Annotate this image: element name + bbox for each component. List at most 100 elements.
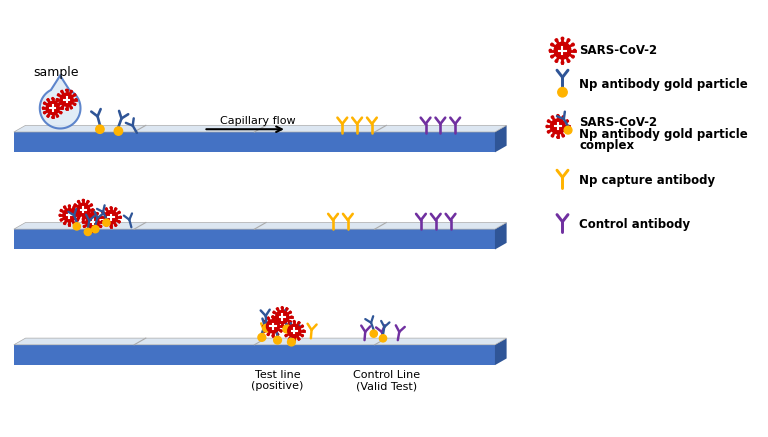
Polygon shape — [14, 229, 495, 250]
Circle shape — [74, 213, 76, 215]
Circle shape — [301, 335, 303, 336]
Circle shape — [60, 102, 62, 104]
Circle shape — [101, 221, 103, 223]
Circle shape — [68, 224, 71, 225]
Circle shape — [57, 99, 58, 101]
Circle shape — [42, 107, 45, 109]
Circle shape — [87, 229, 89, 231]
Text: Np antibody gold particle: Np antibody gold particle — [579, 128, 748, 141]
Text: sample: sample — [33, 66, 79, 80]
Circle shape — [562, 135, 564, 137]
Circle shape — [105, 224, 108, 226]
Circle shape — [568, 39, 570, 42]
Circle shape — [118, 221, 120, 223]
Circle shape — [102, 221, 104, 223]
Circle shape — [44, 112, 45, 114]
Circle shape — [276, 324, 279, 326]
Text: Capillary flow: Capillary flow — [220, 116, 296, 126]
Circle shape — [51, 97, 54, 100]
Circle shape — [84, 228, 91, 236]
Circle shape — [110, 225, 112, 228]
Circle shape — [100, 216, 101, 218]
Circle shape — [281, 307, 283, 309]
Polygon shape — [14, 222, 507, 229]
Circle shape — [82, 199, 84, 201]
Circle shape — [74, 94, 76, 96]
Polygon shape — [14, 132, 495, 153]
Circle shape — [558, 87, 568, 97]
Circle shape — [91, 212, 94, 213]
Circle shape — [74, 103, 76, 105]
Circle shape — [276, 317, 279, 319]
Circle shape — [87, 213, 89, 215]
Circle shape — [303, 330, 305, 332]
Text: SARS-CoV-2: SARS-CoV-2 — [579, 44, 657, 57]
Text: Control Line
(Valid Test): Control Line (Valid Test) — [353, 370, 420, 392]
Circle shape — [284, 330, 286, 332]
Circle shape — [551, 55, 553, 58]
Circle shape — [77, 203, 90, 216]
Circle shape — [77, 210, 78, 212]
Circle shape — [266, 320, 280, 333]
Circle shape — [267, 333, 270, 335]
Circle shape — [264, 330, 266, 332]
Circle shape — [267, 317, 270, 319]
Polygon shape — [495, 222, 507, 250]
Circle shape — [301, 325, 303, 327]
Circle shape — [566, 120, 568, 122]
Circle shape — [276, 308, 279, 310]
Circle shape — [84, 225, 85, 227]
Circle shape — [61, 90, 63, 93]
Circle shape — [571, 43, 574, 46]
Text: complex: complex — [579, 139, 634, 153]
Circle shape — [546, 125, 548, 128]
Circle shape — [551, 116, 554, 118]
Circle shape — [59, 214, 61, 216]
Text: Np antibody gold particle: Np antibody gold particle — [579, 78, 748, 91]
Circle shape — [280, 330, 282, 332]
Circle shape — [290, 316, 293, 318]
Circle shape — [91, 230, 94, 232]
Circle shape — [551, 119, 565, 134]
Circle shape — [114, 208, 117, 210]
Circle shape — [288, 324, 300, 337]
Circle shape — [87, 201, 89, 203]
Circle shape — [281, 326, 283, 327]
Circle shape — [571, 55, 574, 58]
Circle shape — [60, 210, 62, 212]
Circle shape — [258, 333, 266, 341]
Circle shape — [566, 131, 568, 133]
Circle shape — [573, 49, 576, 52]
Circle shape — [293, 339, 295, 341]
Circle shape — [263, 325, 264, 327]
Circle shape — [60, 93, 73, 106]
Circle shape — [548, 120, 550, 122]
Circle shape — [104, 211, 118, 224]
Circle shape — [86, 215, 99, 228]
Circle shape — [561, 37, 564, 40]
Circle shape — [286, 324, 288, 326]
Circle shape — [110, 207, 112, 209]
Circle shape — [61, 107, 63, 109]
Circle shape — [78, 201, 80, 203]
Text: SARS-CoV-2: SARS-CoV-2 — [579, 116, 657, 129]
Circle shape — [91, 209, 94, 211]
Circle shape — [263, 324, 270, 332]
Circle shape — [562, 116, 564, 118]
Circle shape — [114, 224, 117, 226]
Circle shape — [272, 316, 273, 318]
Circle shape — [74, 204, 76, 206]
Circle shape — [71, 107, 72, 109]
Circle shape — [548, 131, 550, 133]
Circle shape — [73, 222, 75, 224]
Circle shape — [82, 218, 84, 220]
Circle shape — [272, 335, 274, 336]
Circle shape — [96, 213, 98, 215]
Circle shape — [61, 107, 63, 109]
Circle shape — [568, 125, 570, 128]
Circle shape — [289, 338, 290, 340]
Circle shape — [47, 99, 49, 101]
Circle shape — [557, 114, 559, 117]
Circle shape — [281, 325, 283, 327]
Circle shape — [290, 311, 291, 313]
